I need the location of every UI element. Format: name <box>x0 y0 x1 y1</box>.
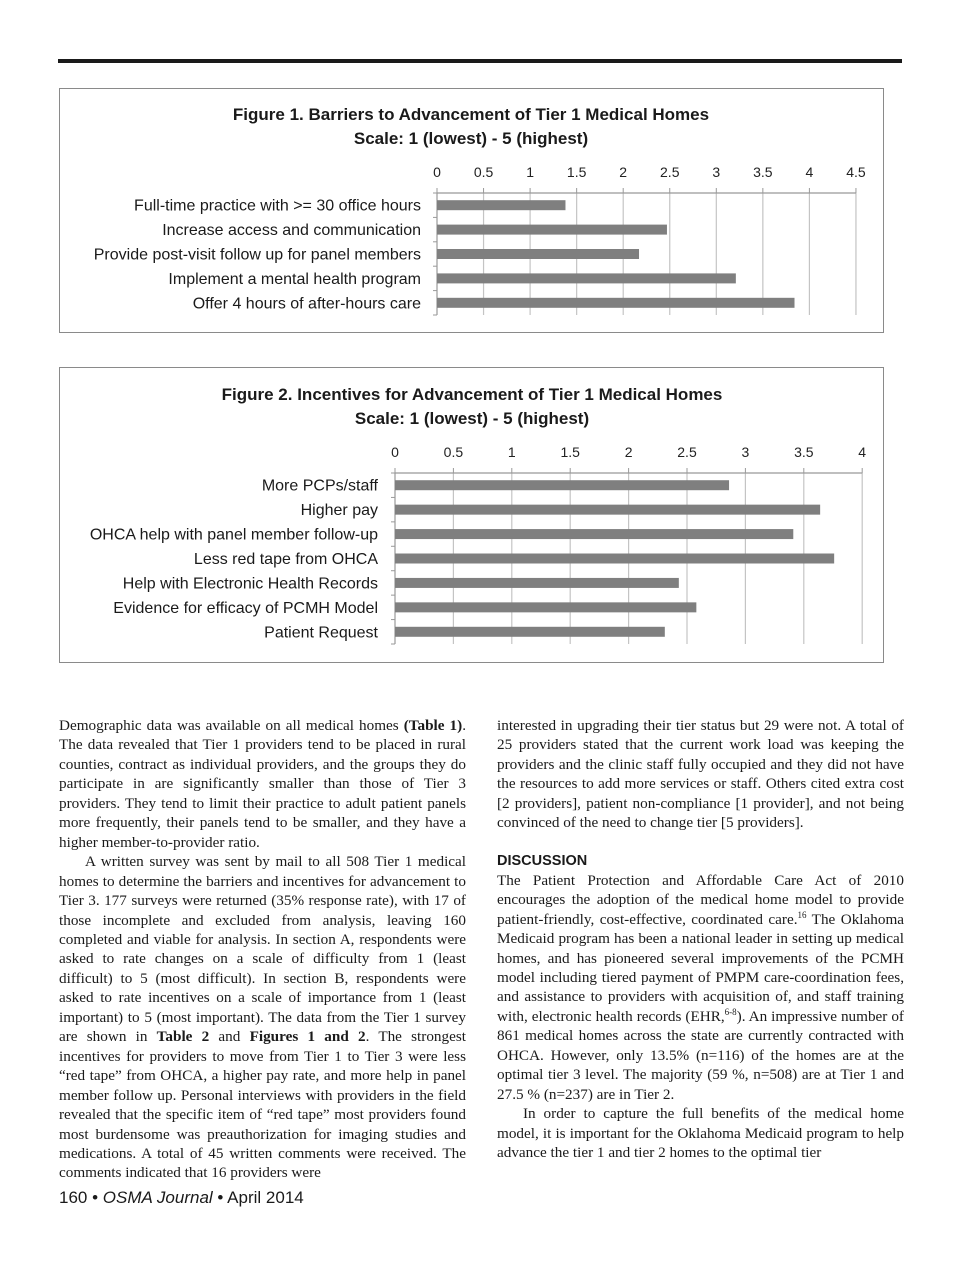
category-label: Offer 4 hours of after-hours care <box>193 295 421 312</box>
category-label: Provide post-visit follow up for panel m… <box>94 247 421 264</box>
x-tick-label: 4 <box>806 164 814 180</box>
bar <box>395 602 697 613</box>
paragraph: Demographic data was available on all me… <box>59 716 466 852</box>
x-tick-label: 0.5 <box>444 444 464 460</box>
bar <box>437 224 667 235</box>
x-tick-label: 3 <box>712 164 720 180</box>
category-label: OHCA help with panel member follow-up <box>90 527 378 544</box>
chart-title: Figure 1. Barriers to Advancement of Tie… <box>233 105 709 124</box>
x-tick-label: 1 <box>526 164 534 180</box>
category-label: Full-time practice with >= 30 office hou… <box>134 198 421 215</box>
text-run: . The data revealed that Tier 1 provider… <box>59 717 466 851</box>
x-tick-label: 1.5 <box>560 444 580 460</box>
issue-date: April 2014 <box>227 1188 304 1207</box>
bar <box>395 529 794 540</box>
text-run: . The strongest incentives for providers… <box>59 1028 466 1182</box>
x-tick-label: 0 <box>391 444 399 460</box>
citation-superscript: 6-8 <box>724 1006 737 1017</box>
bar <box>437 273 736 284</box>
journal-name: OSMA Journal <box>102 1188 213 1207</box>
category-label: Help with Electronic Health Records <box>123 575 378 592</box>
bar <box>437 297 795 308</box>
separator: • <box>87 1188 103 1207</box>
x-tick-label: 4 <box>858 444 866 460</box>
text-run: and <box>209 1028 250 1046</box>
chart-subtitle: Scale: 1 (lowest) - 5 (highest) <box>355 409 589 428</box>
bar <box>437 249 640 259</box>
text-run: The Patient Protection and Affordable Ca… <box>497 871 904 928</box>
bar <box>395 553 835 564</box>
x-tick-label: 3.5 <box>753 164 773 180</box>
text-run: A written survey was sent by mail to all… <box>59 853 466 1046</box>
left-text-column: Demographic data was available on all me… <box>59 716 466 1183</box>
x-tick-label: 2.5 <box>660 164 680 180</box>
bold-reference: (Table 1) <box>403 717 463 734</box>
category-label: Increase access and communication <box>162 222 421 239</box>
category-label: Less red tape from OHCA <box>194 551 378 568</box>
figure-2-incentives-chart: Figure 2. Incentives for Advancement of … <box>59 367 884 663</box>
paragraph: A written survey was sent by mail to all… <box>59 852 466 1183</box>
x-tick-label: 1 <box>508 444 516 460</box>
category-label: Evidence for efficacy of PCMH Model <box>113 600 378 617</box>
x-tick-label: 3.5 <box>794 444 814 460</box>
chart-subtitle: Scale: 1 (lowest) - 5 (highest) <box>354 129 588 148</box>
x-tick-label: 2 <box>619 164 627 180</box>
paragraph: interested in upgrading their tier statu… <box>497 716 904 833</box>
section-heading-discussion: DISCUSSION <box>497 852 588 869</box>
text-run: In order to capture the full benefits of… <box>497 1105 904 1162</box>
paragraph: The Patient Protection and Affordable Ca… <box>497 871 904 1104</box>
bold-reference: Figures 1 and 2 <box>249 1028 366 1046</box>
text-run: Demographic data was available on all me… <box>59 717 404 734</box>
citation-superscript: 16 <box>797 909 807 920</box>
chart-svg: Figure 1. Barriers to Advancement of Tie… <box>94 105 866 316</box>
chart-title: Figure 2. Incentives for Advancement of … <box>222 385 723 404</box>
page-footer: 160 • OSMA Journal • April 2014 <box>59 1188 304 1208</box>
bar <box>395 626 665 637</box>
x-tick-label: 3 <box>742 444 750 460</box>
bar <box>437 200 566 211</box>
paragraph: In order to capture the full benefits of… <box>497 1104 904 1162</box>
top-rule <box>58 59 902 63</box>
category-label: Patient Request <box>264 624 378 641</box>
bar <box>395 577 679 588</box>
category-label: More PCPs/staff <box>262 478 379 495</box>
right-text-column: interested in upgrading their tier statu… <box>497 716 904 1163</box>
bar <box>395 504 821 515</box>
page-number: 160 <box>59 1188 88 1207</box>
separator: • <box>212 1188 228 1207</box>
x-tick-label: 4.5 <box>846 164 866 180</box>
x-tick-label: 0 <box>433 164 441 180</box>
figure-1-barriers-chart: Figure 1. Barriers to Advancement of Tie… <box>59 88 884 333</box>
x-tick-label: 2.5 <box>677 444 697 460</box>
bar <box>395 480 730 491</box>
text-run: The Oklahoma Medicaid program has been a… <box>497 910 904 1025</box>
x-tick-label: 0.5 <box>474 164 494 180</box>
bold-reference: Table 2 <box>156 1028 210 1046</box>
x-tick-label: 1.5 <box>567 164 587 180</box>
chart-svg: Figure 2. Incentives for Advancement of … <box>90 385 866 645</box>
category-label: Implement a mental health program <box>168 271 421 288</box>
text-run: ). An impressive number of 861 medical h… <box>497 1007 904 1103</box>
x-tick-label: 2 <box>625 444 633 460</box>
category-label: Higher pay <box>301 502 378 519</box>
text-run: interested in upgrading their tier statu… <box>497 717 904 832</box>
